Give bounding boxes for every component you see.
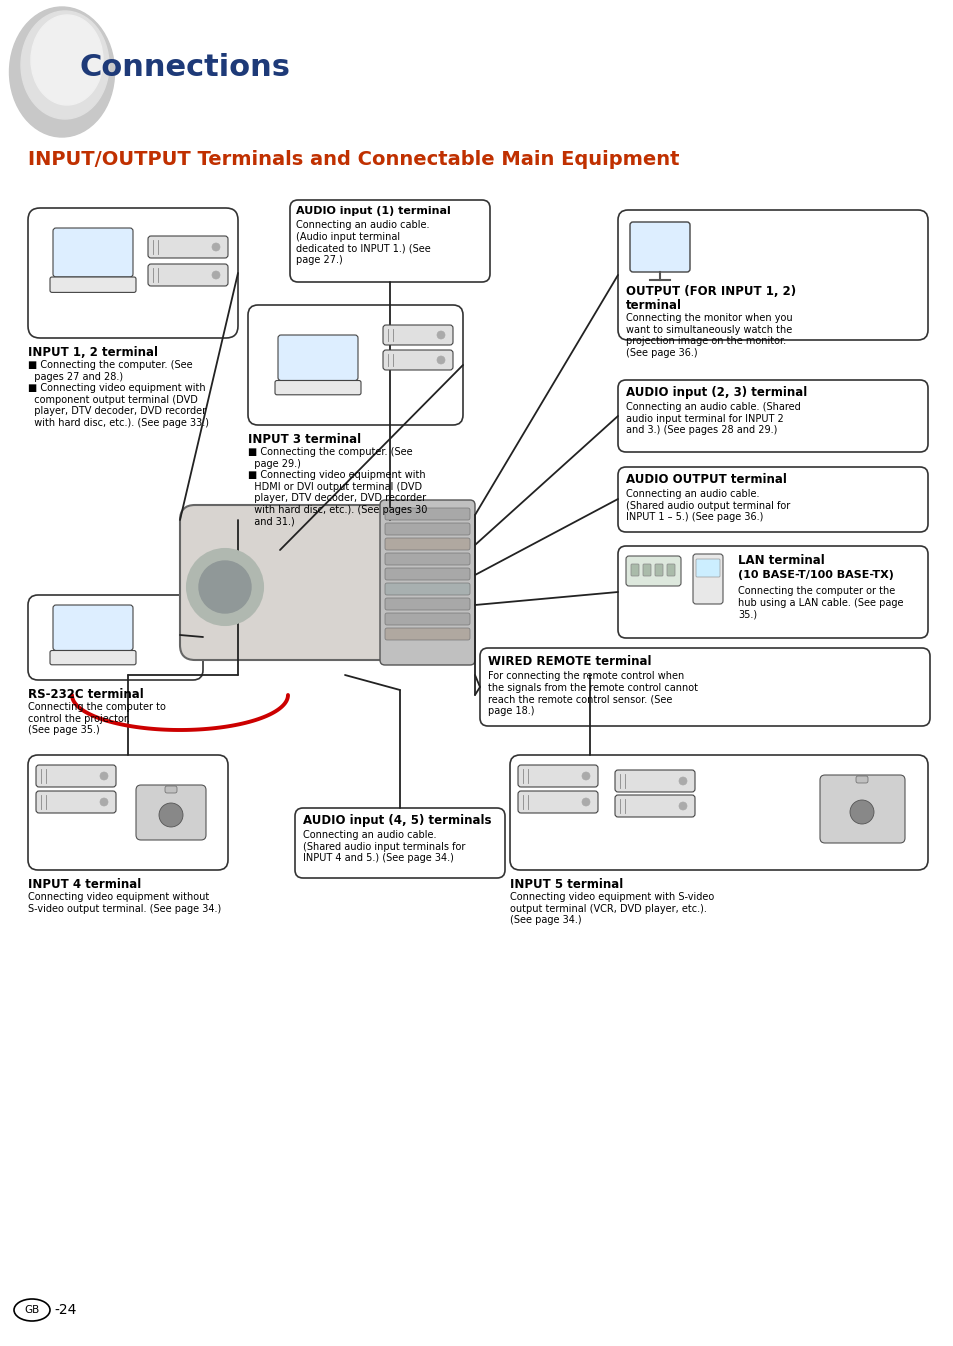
FancyBboxPatch shape xyxy=(180,505,439,660)
FancyBboxPatch shape xyxy=(385,507,470,520)
Text: GB: GB xyxy=(25,1306,40,1315)
FancyBboxPatch shape xyxy=(294,808,504,878)
FancyBboxPatch shape xyxy=(615,770,695,791)
FancyBboxPatch shape xyxy=(479,647,929,725)
Text: OUTPUT (FOR INPUT 1, 2): OUTPUT (FOR INPUT 1, 2) xyxy=(625,285,796,297)
Text: For connecting the remote control when
the signals from the remote control canno: For connecting the remote control when t… xyxy=(488,672,698,716)
Circle shape xyxy=(436,355,444,363)
FancyBboxPatch shape xyxy=(148,264,228,285)
Circle shape xyxy=(100,773,108,779)
Circle shape xyxy=(159,804,183,826)
Circle shape xyxy=(679,777,686,785)
FancyBboxPatch shape xyxy=(248,306,462,425)
FancyBboxPatch shape xyxy=(50,650,136,665)
Text: INPUT 5 terminal: INPUT 5 terminal xyxy=(510,878,622,891)
Text: INPUT/OUTPUT Terminals and Connectable Main Equipment: INPUT/OUTPUT Terminals and Connectable M… xyxy=(28,149,679,170)
FancyBboxPatch shape xyxy=(382,350,453,370)
FancyBboxPatch shape xyxy=(28,595,203,680)
Circle shape xyxy=(679,802,686,810)
FancyBboxPatch shape xyxy=(385,538,470,551)
Ellipse shape xyxy=(10,7,114,137)
Text: AUDIO input (2, 3) terminal: AUDIO input (2, 3) terminal xyxy=(625,386,806,398)
FancyBboxPatch shape xyxy=(855,777,867,783)
Text: Connecting an audio cable.
(Audio input terminal
dedicated to INPUT 1.) (See
pag: Connecting an audio cable. (Audio input … xyxy=(295,219,431,265)
Text: INPUT 4 terminal: INPUT 4 terminal xyxy=(28,878,141,891)
Text: INPUT 3 terminal: INPUT 3 terminal xyxy=(248,433,361,446)
FancyBboxPatch shape xyxy=(385,598,470,610)
FancyBboxPatch shape xyxy=(510,755,927,870)
FancyBboxPatch shape xyxy=(148,236,228,258)
Text: Connecting an audio cable.
(Shared audio output terminal for
INPUT 1 – 5.) (See : Connecting an audio cable. (Shared audio… xyxy=(625,489,789,522)
Text: (10 BASE-T/100 BASE-TX): (10 BASE-T/100 BASE-TX) xyxy=(738,569,893,580)
FancyBboxPatch shape xyxy=(666,564,675,576)
Ellipse shape xyxy=(21,11,109,118)
Ellipse shape xyxy=(30,15,103,105)
FancyBboxPatch shape xyxy=(618,210,927,341)
FancyBboxPatch shape xyxy=(692,555,722,604)
FancyBboxPatch shape xyxy=(625,556,680,586)
FancyBboxPatch shape xyxy=(618,380,927,452)
FancyBboxPatch shape xyxy=(53,227,132,277)
Circle shape xyxy=(212,244,220,250)
FancyBboxPatch shape xyxy=(618,546,927,638)
Text: WIRED REMOTE terminal: WIRED REMOTE terminal xyxy=(488,656,651,668)
FancyBboxPatch shape xyxy=(165,786,177,793)
FancyBboxPatch shape xyxy=(290,201,490,283)
FancyBboxPatch shape xyxy=(50,277,136,292)
FancyBboxPatch shape xyxy=(28,209,237,338)
Circle shape xyxy=(581,773,589,779)
FancyBboxPatch shape xyxy=(277,335,357,381)
FancyBboxPatch shape xyxy=(385,568,470,580)
Circle shape xyxy=(212,271,220,279)
FancyBboxPatch shape xyxy=(385,583,470,595)
FancyBboxPatch shape xyxy=(517,791,598,813)
Circle shape xyxy=(100,798,108,806)
Text: Connecting an audio cable.
(Shared audio input terminals for
INPUT 4 and 5.) (Se: Connecting an audio cable. (Shared audio… xyxy=(303,830,465,863)
Text: AUDIO input (1) terminal: AUDIO input (1) terminal xyxy=(295,206,450,215)
Text: terminal: terminal xyxy=(625,299,681,312)
FancyBboxPatch shape xyxy=(379,499,475,665)
FancyBboxPatch shape xyxy=(629,222,689,272)
Circle shape xyxy=(581,798,589,806)
FancyBboxPatch shape xyxy=(36,791,116,813)
FancyBboxPatch shape xyxy=(382,324,453,345)
FancyBboxPatch shape xyxy=(136,785,206,840)
FancyBboxPatch shape xyxy=(53,604,132,650)
Text: INPUT 1, 2 terminal: INPUT 1, 2 terminal xyxy=(28,346,158,359)
Circle shape xyxy=(849,800,873,824)
FancyBboxPatch shape xyxy=(385,553,470,565)
Text: -24: -24 xyxy=(54,1303,76,1316)
FancyBboxPatch shape xyxy=(630,564,639,576)
Text: Connecting video equipment without
S-video output terminal. (See page 34.): Connecting video equipment without S-vid… xyxy=(28,892,221,914)
Text: Connecting video equipment with S-video
output terminal (VCR, DVD player, etc.).: Connecting video equipment with S-video … xyxy=(510,892,714,925)
Text: Connecting the computer to
control the projector.
(See page 35.): Connecting the computer to control the p… xyxy=(28,703,166,735)
Text: AUDIO OUTPUT terminal: AUDIO OUTPUT terminal xyxy=(625,472,786,486)
FancyBboxPatch shape xyxy=(385,524,470,534)
FancyBboxPatch shape xyxy=(642,564,650,576)
Text: Connecting an audio cable. (Shared
audio input terminal for INPUT 2
and 3.) (See: Connecting an audio cable. (Shared audio… xyxy=(625,402,800,435)
Ellipse shape xyxy=(14,1299,50,1320)
FancyBboxPatch shape xyxy=(517,765,598,787)
FancyBboxPatch shape xyxy=(615,795,695,817)
Circle shape xyxy=(199,561,251,612)
FancyBboxPatch shape xyxy=(385,612,470,625)
Text: Connecting the monitor when you
want to simultaneously watch the
projection imag: Connecting the monitor when you want to … xyxy=(625,314,792,358)
Text: LAN terminal: LAN terminal xyxy=(738,555,824,567)
FancyBboxPatch shape xyxy=(36,765,116,787)
FancyBboxPatch shape xyxy=(274,381,360,394)
FancyBboxPatch shape xyxy=(618,467,927,532)
Circle shape xyxy=(436,331,444,339)
Text: RS-232C terminal: RS-232C terminal xyxy=(28,688,144,701)
Text: ■ Connecting the computer. (See
  page 29.)
■ Connecting video equipment with
  : ■ Connecting the computer. (See page 29.… xyxy=(248,447,427,526)
Text: Connections: Connections xyxy=(80,54,291,82)
Text: Connecting the computer or the
hub using a LAN cable. (See page
35.): Connecting the computer or the hub using… xyxy=(738,586,902,619)
FancyBboxPatch shape xyxy=(28,755,228,870)
FancyBboxPatch shape xyxy=(820,775,904,843)
FancyBboxPatch shape xyxy=(655,564,662,576)
Text: AUDIO input (4, 5) terminals: AUDIO input (4, 5) terminals xyxy=(303,814,491,826)
FancyBboxPatch shape xyxy=(385,629,470,639)
Circle shape xyxy=(187,549,263,625)
Text: ■ Connecting the computer. (See
  pages 27 and 28.)
■ Connecting video equipment: ■ Connecting the computer. (See pages 27… xyxy=(28,359,209,428)
FancyBboxPatch shape xyxy=(696,559,720,577)
